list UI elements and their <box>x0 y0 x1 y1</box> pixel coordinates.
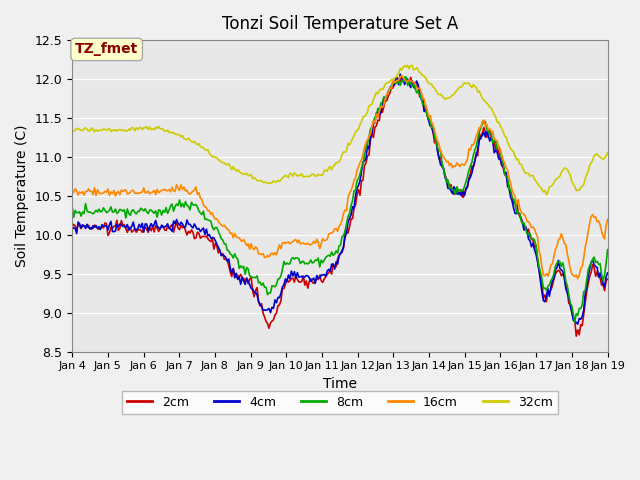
Title: Tonzi Soil Temperature Set A: Tonzi Soil Temperature Set A <box>221 15 458 33</box>
X-axis label: Time: Time <box>323 377 357 391</box>
Legend: 2cm, 4cm, 8cm, 16cm, 32cm: 2cm, 4cm, 8cm, 16cm, 32cm <box>122 391 558 414</box>
Text: TZ_fmet: TZ_fmet <box>75 42 138 57</box>
Y-axis label: Soil Temperature (C): Soil Temperature (C) <box>15 125 29 267</box>
